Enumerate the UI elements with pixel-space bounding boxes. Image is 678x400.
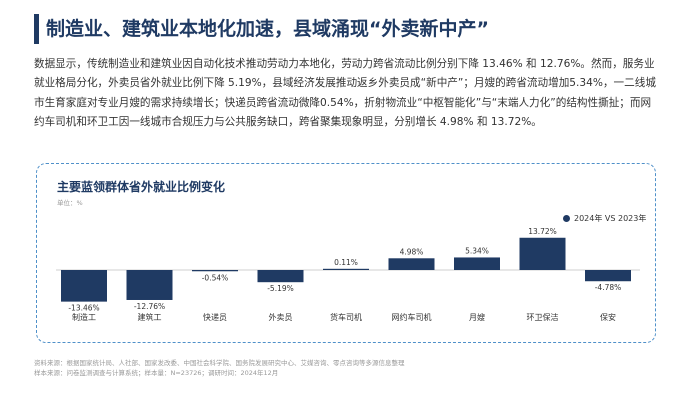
- category-label: 制造工: [72, 312, 96, 322]
- footer-sample: 样本来源：问卷监测调查与计算系统；样本量：N=23726；调研时间：2024年1…: [34, 369, 279, 377]
- bar-value-label: 5.34%: [465, 246, 489, 255]
- category-label: 货车司机: [330, 312, 362, 322]
- bar-2: [126, 270, 173, 300]
- footer-notes: 资料来源：根据国家统计局、人社部、国家发改委、中国社会科学院、国务院发展研究中心…: [34, 358, 405, 378]
- intro-paragraph: 数据显示，传统制造业和建筑业因自动化技术推动劳动力本地化，劳动力跨省流动比例分别…: [34, 58, 656, 129]
- unit-label: 单位：%: [57, 199, 83, 207]
- bar-6: [388, 258, 435, 270]
- bar-value-label: 4.98%: [400, 247, 424, 256]
- bar-value-label: 0.11%: [334, 258, 358, 267]
- bar-4: [257, 270, 304, 283]
- page-title: 制造业、建筑业本地化加速，县域涌现“外卖新中产”: [46, 18, 489, 40]
- footer-source: 资料来源：根据国家统计局、人社部、国家发改委、中国社会科学院、国务院发展研究中心…: [34, 359, 405, 367]
- legend-marker-icon: [563, 215, 570, 222]
- category-label: 保安: [600, 312, 616, 322]
- bar-5: [323, 268, 369, 270]
- category-label: 环卫保洁: [527, 312, 559, 322]
- bar-3: [192, 270, 238, 272]
- bar-value-label: 13.72%: [528, 227, 557, 236]
- chart-title: 主要蓝领群体省外就业比例变化: [57, 180, 226, 194]
- bar-value-label: -5.19%: [267, 284, 294, 293]
- bar-value-label: -13.46%: [68, 304, 99, 313]
- title-accent-bar: [34, 14, 39, 44]
- bar-value-label: -12.76%: [134, 302, 165, 311]
- category-label: 月嫂: [469, 312, 485, 322]
- category-label: 快递员: [203, 312, 227, 322]
- bar-9: [585, 270, 631, 282]
- category-label: 网约车司机: [392, 312, 432, 322]
- bar-1: [61, 270, 107, 302]
- category-label: 建筑工: [138, 312, 162, 322]
- chart-legend: 2024年 VS 2023年: [563, 213, 646, 224]
- bar-8: [519, 237, 566, 270]
- legend-label: 2024年 VS 2023年: [574, 214, 647, 223]
- bar-7: [454, 257, 500, 270]
- bar-value-label: -0.54%: [202, 273, 229, 282]
- category-label: 外卖员: [269, 312, 293, 322]
- bar-value-label: -4.78%: [595, 283, 622, 292]
